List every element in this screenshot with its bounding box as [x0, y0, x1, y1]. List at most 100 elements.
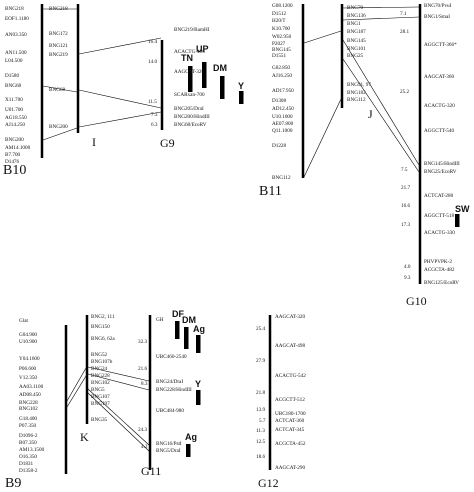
marker-label: U10.1000 — [272, 114, 293, 120]
marker-label: BNG25/EcoRV — [424, 169, 457, 175]
qtl-bar-up — [202, 62, 207, 88]
distance-label: 4.2 — [141, 444, 148, 450]
chromosome-label-b10: B10 — [3, 163, 27, 178]
qtl-bar-y-g11 — [196, 390, 201, 405]
qtl-bar-y — [239, 91, 244, 104]
marker-label: AGGCTT-540 — [424, 128, 455, 134]
distance-label: 9.3 — [404, 275, 411, 281]
distance-label: 5.7 — [259, 418, 266, 424]
marker-label: BNG24 — [91, 366, 108, 372]
marker-label: BNG145 — [272, 47, 291, 53]
group-label-i: I — [92, 135, 96, 149]
marker-label: L04.500 — [5, 58, 23, 64]
connector-line — [87, 373, 150, 391]
marker-label: D1228 — [272, 143, 287, 149]
qtl-bar-df — [175, 321, 180, 339]
marker-label: BNG112 — [347, 97, 366, 103]
marker-label: BNG112 — [272, 175, 291, 181]
distance-label: 13.9 — [256, 407, 266, 413]
marker-label: AE07.800 — [272, 121, 294, 127]
marker-label: ACTCAT-280 — [424, 193, 454, 199]
connector-line — [342, 58, 420, 173]
distance-label: 18.6 — [256, 454, 266, 460]
marker-label: UBC460-2540 — [156, 354, 187, 360]
marker-label: BNG5/DraI — [156, 448, 181, 454]
marker-label: AD17.950 — [272, 88, 294, 94]
marker-label: BNG101 — [347, 46, 366, 52]
connector-line — [342, 6, 420, 9]
marker-label: BNG68 — [5, 83, 22, 89]
marker-label: BNG68/EcoRV — [174, 122, 207, 128]
group-label-k: K — [80, 430, 89, 444]
connector-line — [78, 89, 162, 109]
marker-label: BNG121 — [49, 43, 68, 49]
marker-label: K10.700 — [272, 26, 291, 32]
chromosome-label-b11: B11 — [259, 184, 282, 199]
marker-label: BNG25 — [347, 53, 364, 59]
distance-label: 17.3 — [401, 222, 411, 228]
chromosome-label-b9: B9 — [5, 476, 22, 491]
trait-label-sw: SW — [455, 204, 470, 214]
marker-label: PHVPVPK-2 — [424, 259, 452, 265]
distance-label: 21.7 — [401, 185, 411, 191]
marker-label: AAGCAT-360 — [424, 74, 455, 80]
distance-label: 16.6 — [401, 203, 411, 209]
marker-label: ACTCAT-345 — [275, 427, 305, 433]
marker-label: AGGCTT-366* — [424, 42, 457, 48]
marker-label: ACGCTT-512 — [275, 397, 305, 403]
distance-label: 8.3 — [141, 381, 148, 387]
marker-label: BNG187 — [347, 29, 366, 35]
marker-label: BNG136 — [347, 13, 366, 19]
connector-line — [87, 392, 150, 452]
marker-label: BNG107b — [91, 359, 113, 365]
marker-label: BNG197 — [91, 401, 110, 407]
marker-label: G08.1200 — [272, 3, 293, 9]
trait-label-tn: TN — [181, 53, 193, 63]
marker-label: BNG219 — [49, 52, 68, 58]
marker-label: X11.700 — [5, 97, 23, 103]
marker-label: AAGCAT-320 — [174, 69, 205, 75]
marker-label: ACACTG-320 — [424, 103, 455, 109]
marker-label: AG18.550 — [5, 115, 27, 121]
marker-label: BNG102 — [19, 406, 38, 412]
trait-label-df: DF — [172, 309, 184, 319]
trait-label-ag-lower: Ag — [185, 432, 197, 442]
marker-label: AN11.500 — [5, 50, 27, 56]
connector-line — [78, 37, 162, 55]
marker-label: O16.350 — [19, 454, 38, 460]
distance-label: 7.1 — [400, 11, 407, 17]
group-label-g11: G11 — [141, 464, 162, 478]
marker-label: BNG172 — [49, 31, 68, 37]
marker-label: P06.600 — [19, 366, 37, 372]
distance-label: 28.1 — [400, 29, 410, 35]
marker-label: G18.400 — [19, 416, 38, 422]
marker-label: ACGCTA-482 — [424, 267, 455, 273]
marker-label: D1580 — [5, 73, 20, 79]
marker-label: ACTCAT-360 — [275, 418, 305, 424]
connector-line — [303, 30, 342, 44]
marker-label: AD08.450 — [19, 392, 41, 398]
trait-label-dm: DM — [182, 315, 196, 325]
group-label-g10: G10 — [406, 294, 427, 308]
marker-label: BNG145/HindIII — [424, 161, 460, 167]
marker-label: UBC484-980 — [156, 408, 184, 414]
group-label-g9: G9 — [160, 136, 175, 150]
marker-label: BNG16/PstI — [156, 441, 182, 447]
marker-label: UBC180-1700 — [275, 411, 306, 417]
distance-label: 11.5 — [148, 99, 157, 105]
marker-label: BNG200/HindIII — [174, 114, 210, 120]
distance-label: 11.3 — [256, 428, 265, 434]
marker-label: D1476 — [5, 159, 20, 165]
connector-line — [42, 127, 78, 141]
group-label-g12: G12 — [258, 476, 279, 490]
distance-label: 27.9 — [256, 358, 266, 364]
qtl-bar-dm-g11 — [184, 327, 189, 349]
marker-label: AD12.450 — [272, 106, 294, 112]
qtl-bar-dm — [220, 76, 225, 99]
marker-label: D1096-2 — [19, 433, 38, 439]
connector-line — [42, 85, 78, 93]
marker-label: BNG68 — [49, 87, 66, 93]
marker-label: BNG6, 62a — [91, 336, 115, 342]
marker-label: AAGCAT-320 — [275, 314, 306, 320]
